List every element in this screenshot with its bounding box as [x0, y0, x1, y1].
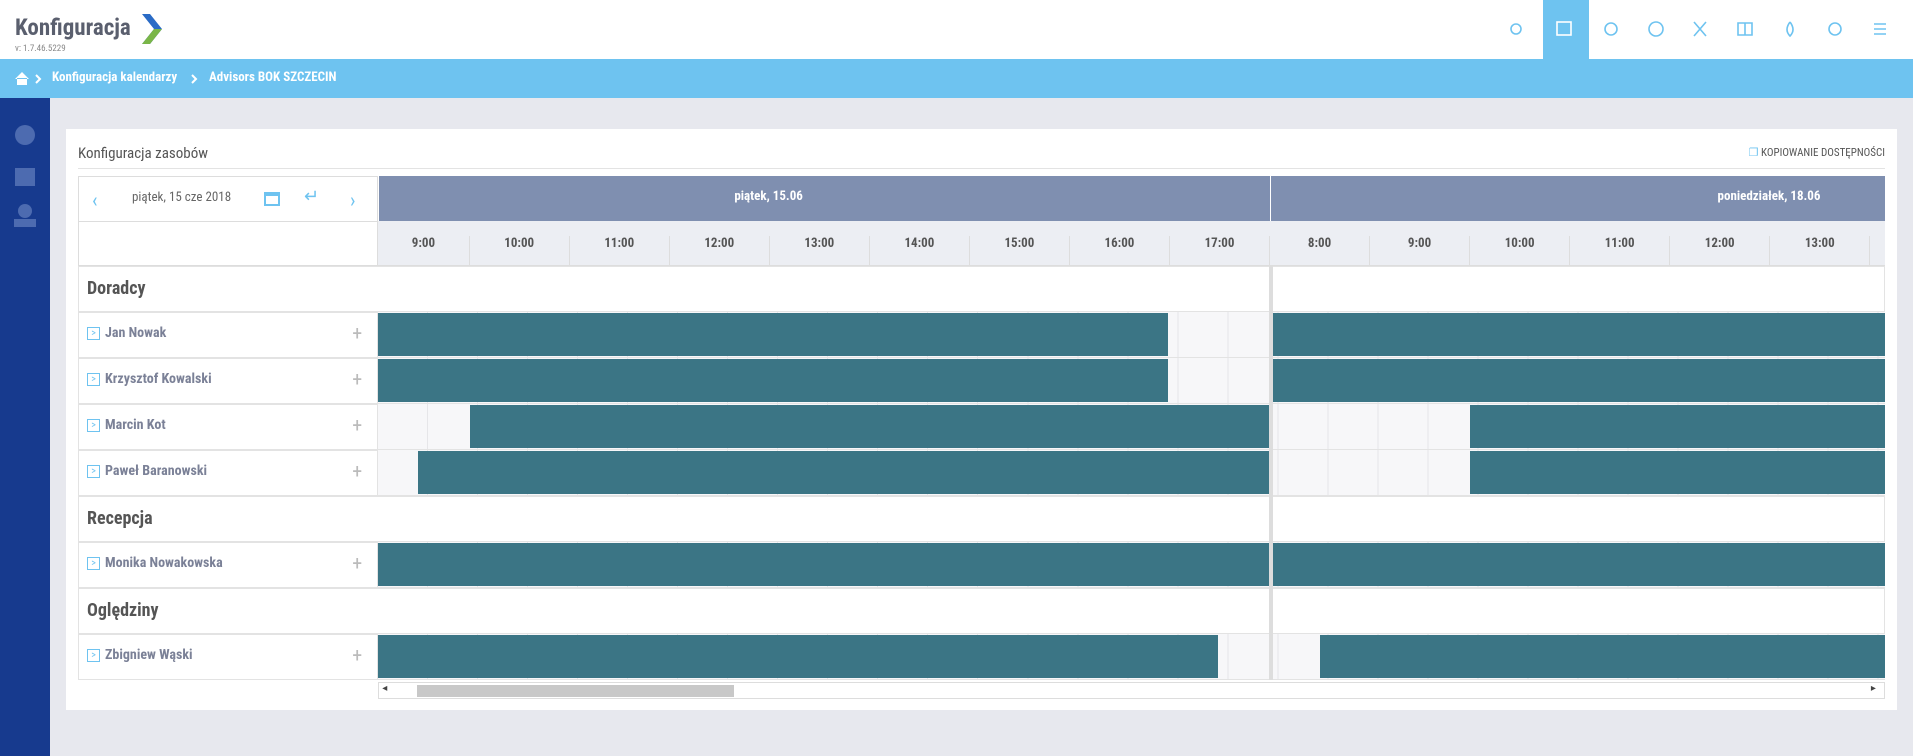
copy-button[interactable]: ❐ KOPIOWANIE DOSTĘPNOŚCI — [1748, 146, 1885, 159]
day-separator — [1268, 265, 1273, 681]
sidebar — [0, 98, 50, 756]
hour-label: 11:00 — [1570, 235, 1671, 266]
resource-row — [78, 404, 379, 451]
resource-name[interactable]: Zbigniew Wąski — [105, 647, 193, 664]
resource-row — [78, 634, 379, 681]
resource-name[interactable]: Paweł Baranowski — [105, 463, 208, 480]
date-nav-divider — [78, 220, 379, 222]
resource-name[interactable]: Jan Nowak — [105, 325, 167, 341]
expand-btn[interactable]: > — [87, 327, 100, 340]
expand-btn[interactable]: > — [87, 649, 100, 663]
today-btn[interactable]: ↵ — [304, 186, 320, 207]
availability-bar[interactable] — [378, 635, 1218, 679]
day-label: piątek, 15.06 — [734, 189, 803, 204]
breadcrumb: Konfiguracja kalendarzy Advisors BOK SZC… — [0, 59, 1913, 98]
hour-label: 13:00 — [1770, 235, 1871, 266]
day-divider — [1270, 176, 1272, 221]
hour-label: 12:00 — [1670, 235, 1771, 266]
resource-name[interactable]: Monika Nowakowska — [105, 555, 223, 572]
resource-name[interactable]: Krzysztof Kowalski — [105, 371, 212, 388]
scrollbar[interactable] — [378, 681, 1885, 700]
availability-bar[interactable] — [1320, 635, 1885, 679]
hour-label: 10:00 — [470, 235, 570, 266]
home-icon[interactable] — [14, 71, 44, 87]
day-header-bg — [378, 176, 1885, 221]
group-row — [78, 588, 1885, 635]
hour-label: 9:00 — [1370, 235, 1471, 266]
availability-bar[interactable] — [378, 543, 1269, 587]
availability-bar[interactable] — [469, 405, 1269, 449]
day-header-bg — [378, 220, 1885, 266]
toolbar-icons — [1510, 21, 1886, 38]
copy-label: KOPIOWANIE DOSTĘPNOŚCI — [1761, 146, 1885, 159]
hour-label: 9:00 — [378, 235, 470, 266]
group-name: Doradcy — [87, 277, 146, 299]
hour-label: 15:00 — [970, 235, 1070, 266]
divider — [78, 168, 1885, 169]
expand-btn[interactable]: > — [87, 557, 100, 571]
resource-row — [78, 312, 379, 359]
add-btn[interactable]: + — [352, 367, 363, 392]
availability-bar[interactable] — [1470, 451, 1885, 495]
active-tab[interactable] — [1543, 0, 1589, 59]
scroll-right[interactable]: ▸ — [1870, 682, 1876, 694]
scroll-left[interactable]: ◂ — [382, 682, 388, 694]
date-label[interactable]: piątek, 15 cze 2018 — [132, 190, 232, 205]
header: Konfiguracja v: 1.7.46.5229 — [0, 0, 1913, 59]
availability-bar[interactable] — [378, 313, 1168, 357]
next[interactable]: › — [350, 188, 356, 212]
resource-row — [78, 358, 379, 405]
logo — [142, 14, 162, 44]
sidebar-icons — [14, 125, 36, 227]
day-label: poniedziałek, 18.06 — [1717, 189, 1821, 204]
availability-bar[interactable] — [378, 359, 1168, 403]
breadcrumb-current: Advisors BOK SZCZECIN — [209, 70, 337, 85]
group-row — [78, 265, 1885, 312]
prev[interactable]: ‹ — [92, 188, 98, 212]
hour-label: 17:00 — [1170, 235, 1270, 266]
availability-bar[interactable] — [1270, 359, 1885, 403]
add-btn[interactable]: + — [352, 459, 363, 484]
app-title: Konfiguracja — [15, 14, 131, 41]
hour-label: 16:00 — [1070, 235, 1170, 266]
add-btn[interactable]: + — [352, 643, 363, 668]
resource-name[interactable]: Marcin Kot — [105, 417, 166, 434]
hour-label: 14:00 — [870, 235, 970, 266]
availability-bar[interactable] — [1470, 405, 1885, 449]
availability-bar[interactable] — [1270, 313, 1885, 357]
hour-label: 13:00 — [770, 235, 870, 266]
breadcrumb-link[interactable]: Konfiguracja kalendarzy — [52, 70, 178, 85]
panel: Konfiguracja zasobów ❐ KOPIOWANIE DOSTĘP… — [66, 129, 1897, 710]
resource-row — [78, 450, 379, 497]
version: v: 1.7.46.5229 — [15, 44, 66, 54]
hour-label: 11:00 — [570, 235, 670, 266]
scheduler: ‹ piątek, 15 cze 2018 ↵ › piątek, 15.06 9:00 1… — [78, 176, 1885, 710]
panel-title: Konfiguracja zasobów — [78, 144, 208, 162]
expand-btn[interactable]: > — [87, 373, 100, 387]
day-divider — [378, 176, 380, 221]
availability-bar[interactable] — [1270, 543, 1885, 587]
separator — [191, 74, 198, 84]
group-row — [78, 496, 1885, 543]
hour-label: 10:00 — [1470, 235, 1571, 266]
add-btn[interactable]: + — [352, 551, 363, 576]
hour-label: 12:00 — [670, 235, 770, 266]
add-btn[interactable]: + — [352, 413, 363, 438]
scroll-thumb[interactable] — [417, 684, 735, 698]
calendar-btn[interactable] — [264, 192, 280, 206]
add-btn[interactable]: + — [352, 321, 363, 345]
resource-row — [78, 542, 379, 589]
expand-btn[interactable]: > — [87, 419, 100, 433]
expand-btn[interactable]: > — [87, 465, 100, 479]
group-name: Recepcja — [87, 508, 153, 530]
availability-bar[interactable] — [418, 451, 1269, 495]
group-name: Oględziny — [87, 600, 159, 622]
hour-label: 8:00 — [1270, 235, 1371, 266]
